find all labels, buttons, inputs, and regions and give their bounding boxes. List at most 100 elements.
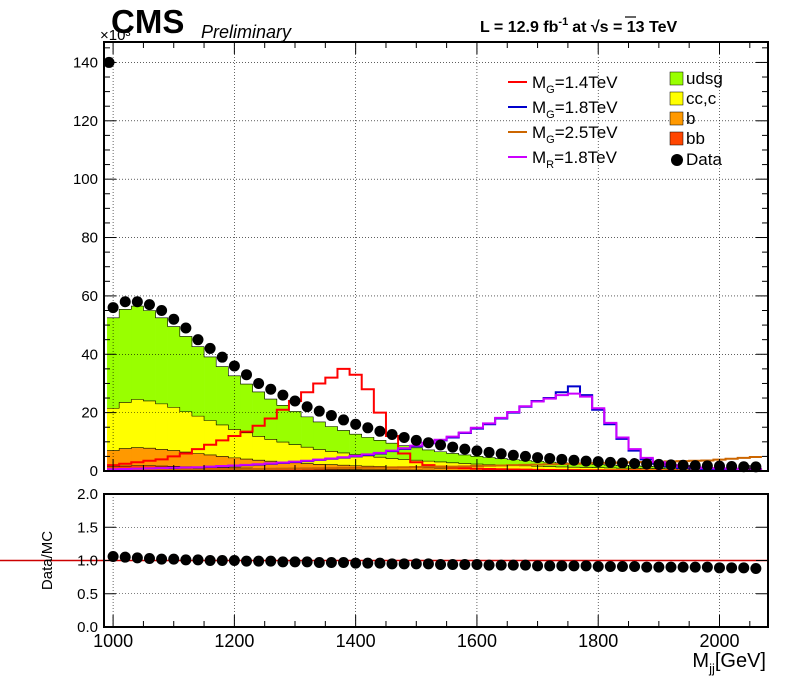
main-plot-panel: 0 20 40 60 80 100 120 140×10³ — [73, 27, 769, 480]
y-tick-label: 60 — [81, 288, 98, 305]
stack-bar — [276, 461, 290, 471]
stack-bar — [119, 448, 132, 471]
ratio-point — [204, 555, 216, 566]
x-tick-label: 1800 — [578, 631, 618, 651]
data-point — [435, 439, 447, 451]
data-point — [653, 458, 665, 470]
stack-outline — [107, 305, 762, 469]
ratio-point — [483, 559, 495, 571]
ratio-point — [422, 558, 434, 570]
stack-bar — [301, 463, 314, 471]
ratio-point — [350, 557, 362, 569]
ratio-point — [410, 558, 422, 570]
ratio-point — [519, 559, 531, 571]
stack-bar — [519, 465, 532, 471]
data-point — [701, 460, 713, 472]
data-point — [289, 395, 301, 407]
stack-bar — [580, 467, 593, 471]
data-point — [410, 434, 422, 446]
y-tick-label: 120 — [73, 113, 98, 130]
stack-bar — [131, 447, 144, 471]
ratio-y-tick-label: 2.0 — [77, 486, 98, 503]
stack-bar — [495, 464, 508, 471]
data-point — [604, 456, 616, 468]
stack-outline — [107, 399, 762, 470]
data-point — [265, 383, 277, 395]
legend-label-signal: MG=1.8TeV — [532, 98, 618, 121]
data-point — [689, 460, 701, 472]
data-point — [374, 425, 386, 437]
stack-bar — [555, 466, 569, 471]
legend-marker-data — [671, 154, 683, 166]
data-point — [168, 313, 180, 325]
stack-bar — [143, 448, 156, 471]
stack-bar — [458, 468, 472, 471]
stack-bar — [385, 466, 399, 471]
x-tick-label: 1600 — [457, 631, 497, 651]
ratio-point — [362, 557, 374, 569]
data-point — [544, 452, 556, 464]
ratio-point — [616, 560, 628, 572]
data-point — [192, 334, 204, 346]
ratio-point — [677, 561, 689, 573]
data-point — [131, 296, 143, 308]
data-point — [738, 461, 750, 473]
data-point — [471, 445, 483, 457]
legend-box-3 — [669, 131, 684, 146]
ratio-point — [398, 558, 410, 570]
data-points — [103, 56, 762, 473]
data-point — [156, 304, 168, 316]
data-point — [568, 454, 580, 466]
stack-bar — [264, 461, 278, 471]
data-point — [495, 448, 507, 460]
legend-label-background: udsg — [686, 69, 723, 88]
ratio-point — [168, 553, 180, 565]
ratio-point — [556, 560, 568, 572]
y-tick-label: 100 — [73, 171, 98, 188]
ratio-point — [532, 560, 544, 572]
stack-bar — [373, 466, 387, 471]
stack-bar — [482, 464, 496, 471]
ratio-point — [641, 561, 653, 573]
data-point — [556, 453, 568, 465]
data-point — [447, 441, 459, 453]
data-point — [228, 360, 240, 372]
data-point — [313, 405, 325, 417]
ratio-point — [313, 556, 325, 568]
data-point — [507, 449, 519, 461]
legend-label-background: b — [686, 109, 695, 128]
x-tick-label: 2000 — [699, 631, 739, 651]
ratio-point — [253, 555, 265, 567]
legend-label-background: cc,c — [686, 89, 717, 108]
ratio-point — [750, 562, 762, 574]
stack-bar — [543, 466, 557, 471]
data-point — [107, 302, 119, 314]
data-point — [119, 296, 131, 308]
x-tick-label: 1000 — [93, 631, 133, 651]
luminosity-label: L = 12.9 fb-1 at √s = 13 TeV — [480, 16, 678, 36]
ratio-point — [241, 555, 253, 567]
ratio-point — [301, 556, 313, 568]
ratio-plot-panel: 0.0 0.5 1.0 1.5 2.0 1000 1200 1400 1600 1800 2000 D… — [0, 486, 769, 676]
data-point — [677, 459, 689, 471]
ratio-point — [325, 556, 337, 568]
stack-bar — [252, 460, 265, 471]
data-point — [241, 369, 253, 381]
data-point — [580, 455, 592, 467]
data-point — [338, 414, 350, 426]
ratio-y-tick-label: 1.5 — [77, 519, 98, 536]
data-point — [519, 450, 531, 462]
experiment-label: CMS — [111, 3, 184, 40]
data-point — [325, 410, 337, 422]
data-point — [665, 459, 677, 471]
ratio-point — [689, 561, 701, 573]
ratio-point — [471, 558, 483, 570]
data-point — [422, 437, 434, 449]
data-point — [616, 457, 628, 469]
ratio-point — [629, 560, 641, 572]
data-point — [143, 299, 155, 311]
ratio-point — [386, 558, 398, 570]
y-tick-label: 80 — [81, 230, 98, 247]
ratio-point — [653, 561, 665, 573]
y-tick-label: 0 — [90, 463, 98, 480]
